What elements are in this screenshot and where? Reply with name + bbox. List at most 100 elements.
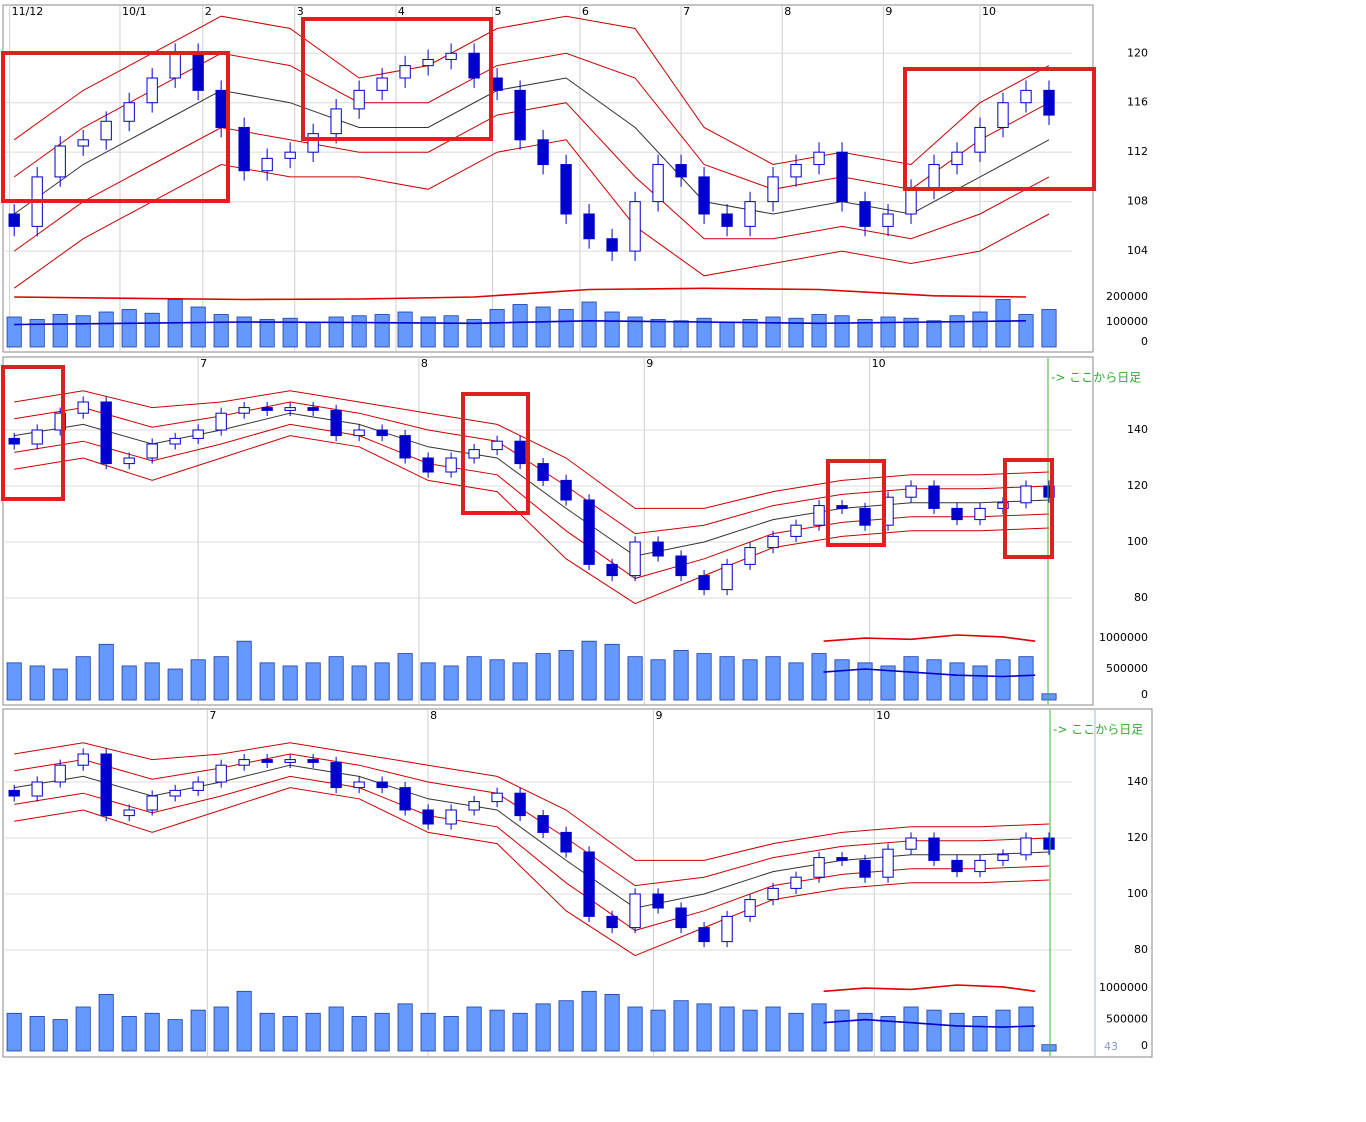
volume-bar	[512, 662, 528, 701]
candle-body	[974, 507, 986, 521]
volume-bar	[719, 1006, 735, 1052]
candle-body	[514, 89, 526, 141]
candle-body	[31, 781, 43, 797]
band-line	[13, 15, 1050, 166]
volume-bar	[282, 665, 298, 701]
band-line	[14, 412, 1050, 557]
annotation: -> ここから日足	[1053, 723, 1143, 737]
band-line	[13, 139, 1050, 289]
volume-bar	[995, 299, 1011, 348]
volume-bar	[719, 656, 735, 701]
volume-bar	[972, 665, 988, 701]
candle-body	[560, 831, 572, 853]
candle-body	[882, 213, 894, 227]
volume-bar	[558, 1000, 574, 1052]
candle-body	[790, 524, 802, 537]
volume-bar	[351, 315, 367, 348]
x-tick-label: 9	[885, 5, 892, 18]
y-tick-label: 120	[1127, 46, 1148, 59]
candle-body	[698, 575, 710, 591]
volume-bar	[213, 656, 229, 701]
volume-bar	[972, 311, 988, 348]
volume-bar	[673, 320, 689, 348]
y-tick-label: 120	[1127, 831, 1148, 844]
candle-body	[560, 479, 572, 501]
candle-body	[146, 77, 158, 104]
candle-body	[399, 65, 411, 79]
y-tick-label: 104	[1127, 244, 1148, 257]
candle-body	[468, 52, 480, 79]
volume-bar	[696, 1003, 712, 1052]
x-tick-label: 10	[876, 709, 890, 722]
candle-body	[744, 201, 756, 227]
x-tick-label: 8	[430, 709, 437, 722]
candle-body	[284, 759, 296, 763]
candle-body	[583, 499, 595, 565]
candle-body	[928, 164, 940, 190]
candle-body	[399, 787, 411, 811]
candle-body	[951, 507, 963, 521]
candle-body	[54, 764, 66, 783]
volume-tick-label: 1000000	[1099, 981, 1148, 994]
annotation: 43	[1104, 1040, 1118, 1053]
candle-body	[583, 213, 595, 240]
volume-bar	[650, 1009, 666, 1052]
volume-bar	[489, 309, 505, 348]
candle-body	[123, 457, 135, 465]
band-line	[14, 423, 1050, 579]
volume-bar	[627, 316, 643, 348]
volume-average-line	[823, 1018, 1036, 1028]
candle-body	[353, 781, 365, 789]
band-line	[13, 102, 1050, 252]
volume-average-line	[823, 634, 1036, 642]
volume-bar	[696, 317, 712, 348]
candle-body	[560, 164, 572, 215]
volume-bar	[834, 315, 850, 348]
candle-body	[146, 443, 158, 459]
candle-body	[353, 89, 365, 110]
volume-bar	[397, 1003, 413, 1052]
candle-body	[951, 859, 963, 873]
volume-bar	[374, 1012, 390, 1052]
candle-body	[261, 407, 273, 411]
volume-bar	[420, 1012, 436, 1052]
volume-bar	[121, 309, 137, 348]
candle-body	[376, 781, 388, 789]
candle-body	[215, 764, 227, 783]
volume-bar	[903, 1006, 919, 1052]
volume-bar	[903, 656, 919, 701]
candle-body	[813, 505, 825, 526]
volume-bar	[788, 317, 804, 348]
candle-body	[606, 238, 618, 252]
band-line	[13, 52, 1050, 190]
volume-bar	[420, 662, 436, 701]
volume-bar	[52, 1019, 68, 1052]
volume-bar	[788, 1012, 804, 1052]
candle-body	[284, 407, 296, 411]
candle-body	[1043, 837, 1055, 850]
x-tick-label: 8	[421, 357, 428, 370]
candle-body	[882, 848, 894, 878]
volume-bar	[604, 311, 620, 348]
volume-bar	[949, 1012, 965, 1052]
candle-body	[1043, 485, 1055, 498]
volume-bar	[190, 1009, 206, 1052]
volume-bar	[144, 662, 160, 701]
candle-body	[238, 407, 250, 414]
volume-bar	[305, 321, 321, 348]
volume-average-line	[14, 319, 1027, 326]
y-tick-label: 116	[1127, 96, 1148, 109]
candle-body	[652, 164, 664, 203]
volume-bar	[489, 1009, 505, 1052]
volume-bar	[650, 659, 666, 701]
highlight-box	[1, 365, 65, 501]
candle-body	[491, 440, 503, 451]
candle-body	[537, 463, 549, 481]
candle-body	[744, 899, 756, 917]
volume-bar	[765, 1006, 781, 1052]
candle-body	[675, 164, 687, 178]
candle-body	[238, 759, 250, 766]
volume-bar	[374, 662, 390, 701]
candle-body	[353, 429, 365, 437]
volume-tick-label: 0	[1141, 335, 1148, 348]
